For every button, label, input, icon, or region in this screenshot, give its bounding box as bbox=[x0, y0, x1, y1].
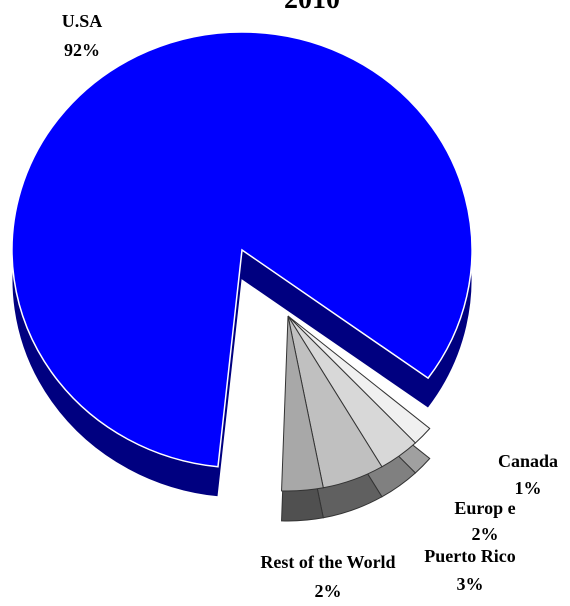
slice-value-europe: 2% bbox=[472, 524, 499, 544]
chart-title: 2010 bbox=[284, 0, 340, 15]
pie-slice-usa bbox=[11, 31, 473, 468]
slice-value-usa: 92% bbox=[64, 40, 100, 60]
slice-label-canada: Canada bbox=[498, 451, 558, 471]
slice-label-rest-of-world: Rest of the World bbox=[260, 552, 395, 572]
slice-label-usa: U.SA bbox=[62, 11, 103, 31]
slice-value-puerto-rico: 3% bbox=[457, 574, 484, 594]
pie-slices bbox=[11, 31, 473, 522]
pie-slice-rest-of-world bbox=[281, 315, 324, 492]
slice-value-canada: 1% bbox=[515, 478, 542, 498]
slice-value-rest-of-world: 2% bbox=[315, 581, 342, 601]
slice-label-europe: Europ e bbox=[454, 498, 515, 518]
slice-label-puerto-rico: Puerto Rico bbox=[424, 546, 515, 566]
